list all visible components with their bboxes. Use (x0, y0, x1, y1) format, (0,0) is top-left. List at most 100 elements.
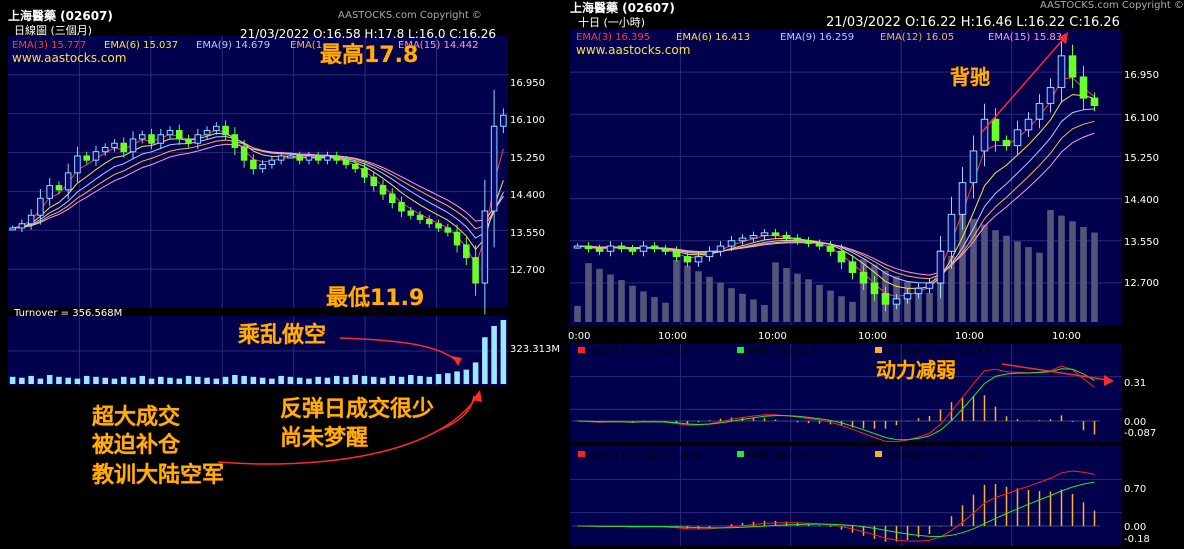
candle-body (92, 151, 100, 161)
annotation-volume-3: 教训大陆空军 (92, 462, 224, 488)
candle-body (176, 130, 183, 140)
candle-body (760, 232, 769, 236)
left-ema-3: EMA(3) 15.777 (12, 40, 86, 51)
candle-body (1057, 55, 1066, 89)
volume-bar (816, 284, 823, 322)
candle-body (314, 155, 322, 161)
macd2-tick: -0.18 (1124, 534, 1150, 545)
volume-bar (83, 375, 90, 384)
volume-bar (1080, 226, 1087, 322)
candle-body (287, 155, 294, 159)
candle-body (213, 125, 220, 132)
candle-body (870, 282, 879, 295)
volume-arrow (217, 394, 479, 465)
volume-bar (772, 262, 779, 322)
candle-body (37, 197, 44, 216)
candle-body (277, 155, 285, 161)
right-copyright: AASTOCKS.com Copyright © (1040, 0, 1184, 11)
candle-body (573, 245, 582, 249)
volume-bar (333, 375, 340, 384)
candle-body (925, 282, 934, 289)
candle-body (683, 256, 692, 263)
annotation-volume-2: 被迫补仓 (92, 432, 181, 458)
volume-bar (130, 377, 136, 384)
macd1-div-label: Divergence = -0.047 (885, 346, 989, 357)
volume-bar (618, 280, 625, 322)
right-xtick: 10:00 (658, 331, 687, 342)
candle-body (268, 159, 276, 165)
ema-line-15 (12, 143, 504, 229)
right-xtick: 10:00 (858, 331, 887, 342)
volume-bar (352, 375, 358, 384)
candle-body (490, 125, 498, 212)
volume-bar (380, 377, 386, 384)
left-ytick: 16.950 (510, 78, 545, 89)
rebound-arrow (439, 395, 475, 431)
candle-body (947, 213, 956, 252)
volume-bar (250, 376, 257, 384)
candle-body (324, 155, 331, 161)
volume-bar (1003, 235, 1010, 322)
candle-body (101, 146, 109, 153)
left-ytick: 15.250 (510, 153, 545, 164)
candle-body (64, 172, 72, 191)
candle-body (782, 234, 791, 239)
volume-bar (111, 378, 118, 384)
candle-body (903, 293, 912, 300)
macd1-series (572, 365, 1100, 443)
candle-body (771, 232, 780, 236)
candle-body (305, 155, 313, 161)
annotation-rebound-2: 尚未梦醒 (280, 425, 368, 451)
right-ema-3: EMA(3) 16.395 (576, 32, 650, 43)
right-volume-bars (574, 210, 1098, 322)
candle-body (296, 155, 303, 161)
macd1-tick: 0.31 (1124, 378, 1146, 389)
candle-body (407, 210, 415, 216)
ema-line-15 (577, 132, 1095, 276)
volume-bar (65, 377, 71, 384)
candle-body (628, 248, 637, 252)
ema-line-9 (12, 135, 504, 239)
left-ytick: 13.550 (510, 228, 545, 239)
volume-bar (948, 255, 955, 322)
candle-body (727, 240, 736, 247)
candle-body (9, 227, 16, 231)
candle-body (481, 210, 489, 284)
right-ema-6: EMA(6) 16.413 (676, 32, 750, 43)
left-quote: 21/03/2022 O:16.58 H:17.8 L:16.0 C:16.26 (240, 27, 496, 41)
volume-bar (176, 378, 183, 384)
annotation-rebound-1: 反弹日成交很少 (280, 396, 434, 422)
candle-body (694, 256, 703, 263)
candle-body (250, 159, 257, 170)
volume-bar (783, 268, 790, 322)
candle-body (1002, 139, 1011, 147)
candle-body (881, 293, 890, 305)
volume-bar (74, 378, 81, 384)
volume-bar (1025, 247, 1032, 322)
volume-bar (389, 375, 396, 384)
candle-body (148, 134, 155, 144)
volume-bar (629, 285, 636, 322)
candle-body (166, 130, 174, 136)
volume-bar (981, 224, 988, 322)
candle-body (435, 223, 442, 229)
candle-body (361, 168, 368, 178)
ema-line-6 (12, 132, 504, 251)
candle-body (1090, 97, 1099, 107)
volume-bar (398, 376, 405, 384)
left-copyright: AASTOCKS.com Copyright © (338, 10, 482, 21)
volume-bar (794, 273, 801, 322)
candle-body (416, 214, 424, 220)
candle-body (826, 245, 835, 252)
volume-bar (805, 279, 812, 322)
macd2-macd-swatch (578, 451, 585, 457)
volume-bar (343, 376, 349, 384)
macd2-ema-swatch (737, 451, 744, 457)
volume-bar (500, 320, 507, 384)
candle-body (914, 287, 923, 295)
candle-body (1035, 102, 1044, 120)
candle-body (969, 150, 978, 184)
candle-body (1013, 129, 1022, 147)
volume-bar (102, 377, 108, 384)
candle-body (203, 130, 211, 136)
